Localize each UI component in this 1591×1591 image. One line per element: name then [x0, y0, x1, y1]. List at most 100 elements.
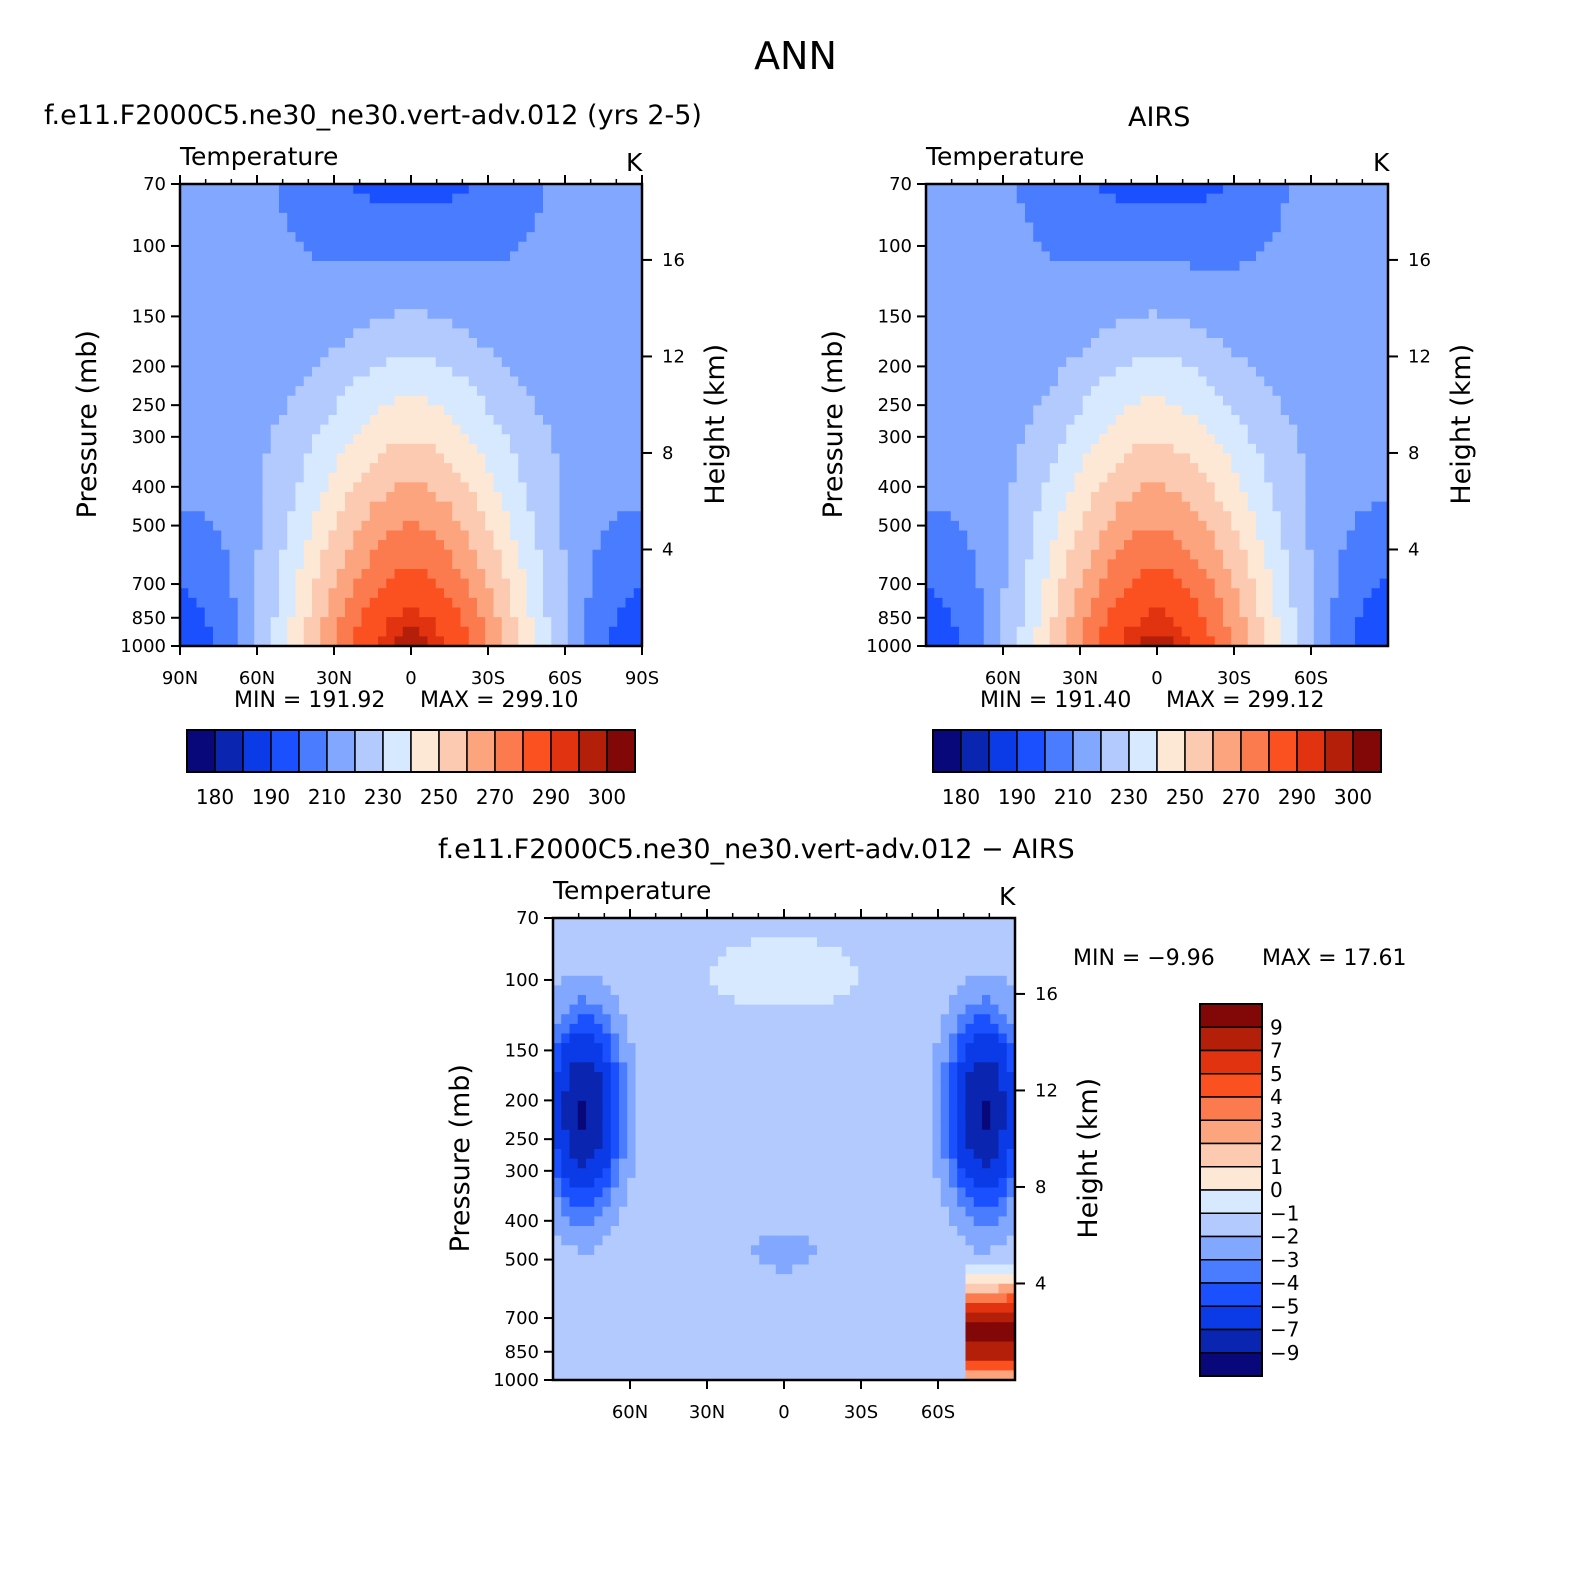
field-cell [1214, 443, 1224, 455]
field-cell [1008, 299, 1018, 310]
field-cell [543, 453, 552, 464]
field-cell [501, 222, 511, 233]
field-cell [1049, 569, 1059, 580]
field-cell [477, 270, 486, 281]
field-cell [336, 386, 346, 397]
field-cell [1000, 549, 1010, 560]
field-cell [262, 607, 272, 618]
field-cell [246, 212, 255, 224]
field-cell [600, 434, 610, 445]
field-cell [1041, 357, 1051, 368]
field-cell [1148, 395, 1158, 406]
field-cell [312, 597, 321, 609]
field-cell [312, 617, 321, 628]
field-cell [477, 212, 486, 224]
field-cell [1223, 299, 1232, 310]
field-cell [1231, 280, 1241, 291]
field-cell [1280, 434, 1290, 445]
field-cell [452, 636, 462, 647]
field-cell [567, 482, 577, 493]
field-cell [501, 578, 511, 589]
field-cell [510, 184, 519, 195]
field-cell [609, 261, 618, 272]
field-cell [1058, 212, 1067, 224]
field-cell [1181, 270, 1191, 281]
field-cell [1049, 415, 1059, 426]
field-cell [320, 540, 330, 551]
field-cell [279, 386, 288, 397]
field-cell [1173, 501, 1183, 512]
field-cell [559, 241, 569, 252]
field-cell [576, 328, 585, 339]
field-cell [1132, 617, 1142, 628]
field-cell [180, 636, 189, 647]
field-cell [419, 357, 429, 368]
field-cell [1157, 376, 1166, 387]
field-cell [1289, 626, 1298, 637]
field-cell [369, 309, 379, 320]
field-cell [221, 270, 231, 281]
field-cell [345, 472, 354, 483]
field-cell [1000, 366, 1010, 378]
field-cell [287, 280, 297, 291]
field-cell [213, 636, 222, 647]
field-cell [1000, 203, 1010, 214]
field-cell [1025, 299, 1034, 310]
field-cell [402, 366, 412, 378]
field-cell [1206, 212, 1216, 224]
field-cell [1297, 424, 1307, 435]
field-cell [592, 472, 602, 483]
field-cell [1025, 463, 1034, 474]
field-cell [1190, 193, 1199, 204]
field-cell [1000, 386, 1010, 397]
field-cell [435, 520, 445, 532]
field-cell [1016, 280, 1026, 291]
field-cell [1124, 289, 1133, 301]
field-cell [526, 511, 536, 522]
field-cell [534, 434, 544, 445]
field-cell [926, 520, 935, 532]
field-cell [468, 578, 478, 589]
field-cell [1239, 395, 1249, 406]
field-cell [196, 289, 206, 301]
field-cell [369, 184, 379, 195]
field-cell [460, 520, 470, 532]
field-cell [534, 424, 544, 435]
field-cell [1049, 261, 1059, 272]
field-cell [287, 511, 297, 522]
field-cell [942, 617, 952, 628]
field-cell [229, 636, 239, 647]
field-cell [1190, 636, 1199, 647]
field-cell [444, 520, 453, 532]
field-cell [468, 501, 478, 512]
field-cell [959, 443, 968, 455]
field-cell [444, 261, 453, 272]
field-cell [950, 270, 960, 281]
field-cell [485, 203, 495, 214]
field-cell [254, 434, 264, 445]
field-cell [1247, 309, 1257, 320]
field-cell [378, 212, 387, 224]
field-cell [444, 232, 453, 243]
field-cell [551, 366, 561, 378]
field-cell [1297, 559, 1307, 570]
field-cell [1025, 280, 1034, 291]
field-cell [600, 530, 610, 541]
field-cell [1058, 184, 1067, 195]
field-cell [1000, 251, 1010, 262]
field-cell [567, 193, 577, 204]
field-cell [959, 559, 968, 570]
field-cell [1025, 184, 1034, 195]
field-cell [427, 251, 437, 262]
field-cell [1157, 578, 1166, 589]
field-cell [1256, 511, 1265, 522]
field-cell [1132, 520, 1142, 532]
field-cell [1099, 540, 1109, 551]
field-cell [1115, 222, 1125, 233]
field-cell [452, 597, 462, 609]
field-cell [975, 270, 985, 281]
field-cell [1214, 328, 1224, 339]
field-cell [1280, 540, 1290, 551]
field-cell [1074, 347, 1084, 358]
field-cell [1214, 184, 1224, 195]
